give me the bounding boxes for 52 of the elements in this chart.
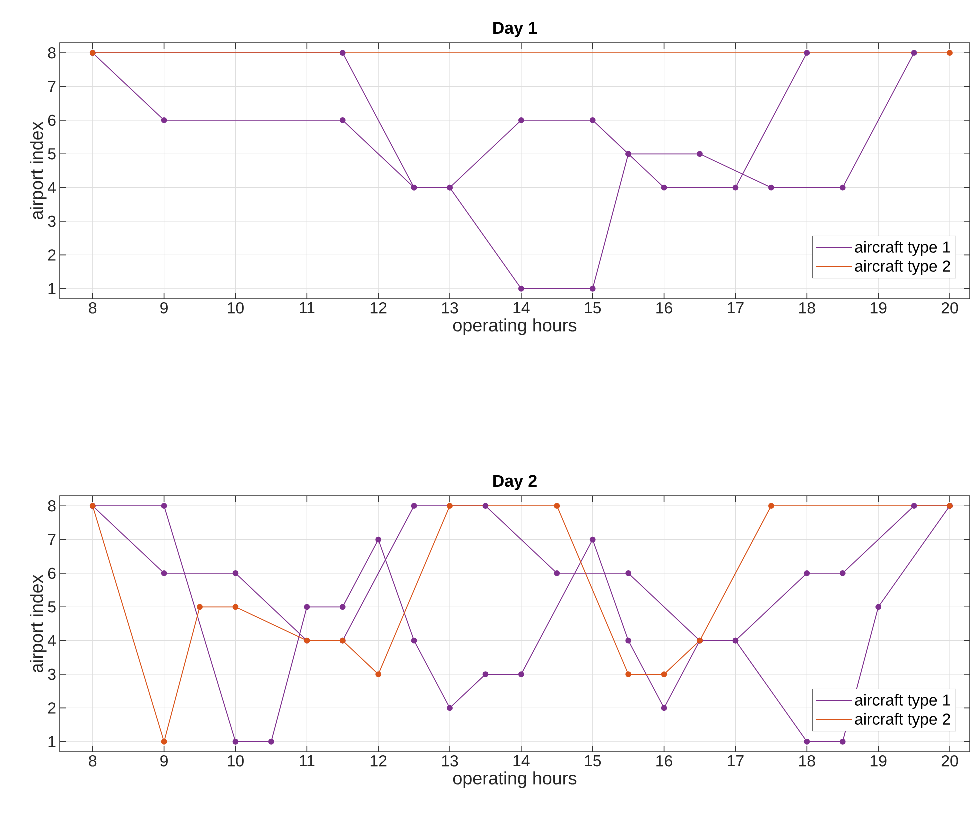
legend-label: aircraft type 2 (855, 260, 950, 276)
x-tick-label: 10 (228, 756, 244, 767)
y-tick-label: 7 (48, 534, 56, 546)
x-tick-label: 15 (585, 756, 602, 767)
x-tick-label: 18 (800, 756, 816, 767)
y-tick-label: 5 (48, 148, 56, 160)
x-tick-label: 12 (370, 756, 387, 767)
y-tick-label: 3 (48, 216, 56, 228)
x-tick-label: 10 (228, 302, 244, 314)
y-tick-label: 1 (48, 736, 56, 748)
y-tick-label: 5 (48, 602, 56, 613)
x-tick-label: 8 (89, 756, 97, 767)
y-axis-title: airport index (30, 122, 47, 220)
y-tick-label: 4 (48, 182, 56, 194)
x-tick-label: 9 (160, 302, 168, 314)
chart-title: Day 2 (494, 475, 537, 490)
x-tick-label: 16 (656, 302, 672, 314)
legend-label: aircraft type 1 (855, 241, 950, 256)
x-tick-label: 20 (942, 302, 958, 314)
x-tick-label: 11 (300, 302, 315, 314)
x-tick-label: 19 (870, 302, 887, 314)
y-tick-label: 4 (48, 635, 56, 646)
y-tick-label: 6 (48, 568, 56, 580)
x-tick-label: 8 (89, 302, 97, 314)
legend-label: aircraft type 2 (855, 713, 950, 728)
x-tick-label: 17 (728, 756, 744, 766)
x-tick-label: 20 (942, 756, 958, 767)
x-axis-title: operating hours (453, 318, 577, 336)
y-tick-label: 7 (48, 81, 56, 92)
x-tick-label: 9 (160, 756, 168, 767)
x-tick-label: 14 (514, 302, 530, 314)
x-tick-label: 12 (370, 302, 387, 314)
x-tick-label: 16 (656, 756, 672, 767)
x-tick-label: 13 (442, 302, 458, 314)
x-tick-label: 17 (728, 302, 744, 314)
x-tick-label: 11 (300, 756, 315, 766)
legend-label: aircraft type 1 (855, 694, 950, 710)
y-tick-label: 8 (48, 47, 56, 59)
chart-title: Day 1 (494, 22, 538, 38)
y-tick-label: 8 (48, 500, 56, 512)
y-tick-label: 2 (48, 250, 56, 261)
x-tick-label: 13 (442, 756, 458, 767)
x-axis-title: operating hours (453, 772, 577, 788)
y-tick-label: 1 (48, 283, 56, 294)
x-tick-label: 18 (800, 302, 816, 314)
x-tick-label: 19 (870, 756, 887, 767)
y-tick-label: 2 (48, 702, 56, 714)
y-tick-label: 3 (48, 668, 56, 680)
x-tick-label: 14 (514, 756, 530, 766)
x-tick-label: 15 (585, 302, 602, 314)
y-tick-label: 6 (48, 114, 56, 126)
y-axis-title: airport index (30, 574, 47, 673)
